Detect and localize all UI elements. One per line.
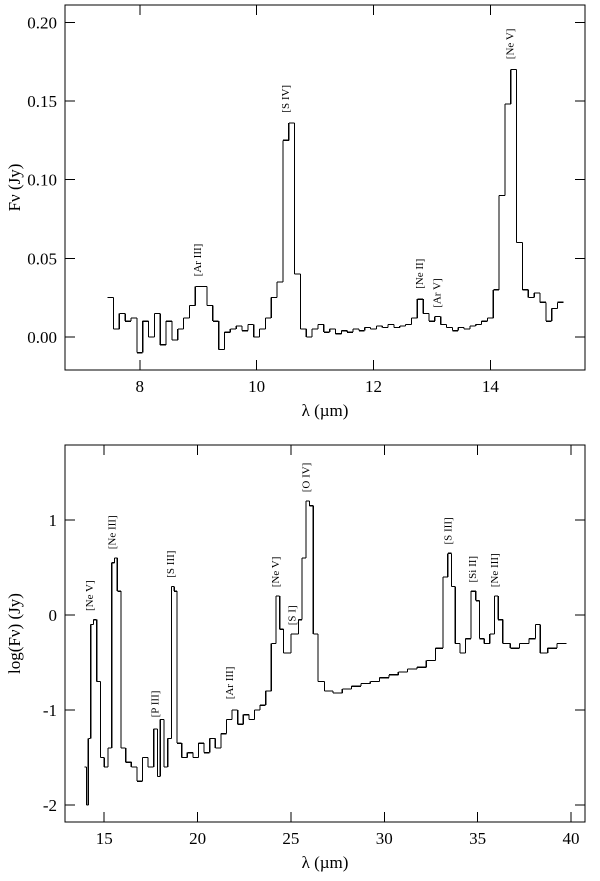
y-tick-label: -1 [43,701,57,720]
y-tick-label: 0.00 [27,328,57,347]
line-annotation: [Si II] [467,556,479,583]
line-annotation: [S III] [442,517,454,544]
line-annotation: [Ne III] [489,553,501,587]
x-tick-label: 15 [96,829,113,848]
line-annotation: [O IV] [301,463,313,493]
line-annotation: [Ar III] [192,244,204,277]
y-tick-label: 0.05 [27,249,57,268]
x-tick-label: 30 [376,829,393,848]
x-tick-label: 35 [469,829,486,848]
y-tick-label: 0.10 [27,171,57,190]
x-axis-label: λ (µm) [302,401,349,420]
x-tick-label: 40 [562,829,579,848]
x-tick-label: 25 [282,829,299,848]
x-tick-label: 14 [482,377,500,396]
x-axis-label: λ (µm) [302,853,349,872]
y-tick-label: 0.15 [27,92,57,111]
plot-frame [64,444,586,823]
line-annotation: [Ne V] [84,580,96,611]
y-tick-label: 1 [49,511,58,530]
line-annotation: [Ne III] [106,515,118,549]
x-tick-label: 20 [189,829,206,848]
line-annotation: [S IV] [280,85,292,113]
x-tick-label: 10 [248,377,265,396]
plot-frame [64,4,586,371]
line-annotation: [Ne V] [505,29,517,60]
y-tick-label: -2 [43,796,57,815]
line-annotation: [S III] [165,551,177,578]
y-tick-label: 0 [49,606,58,625]
line-annotation: [S I] [287,605,299,625]
line-annotation: [Ne II] [414,259,426,289]
y-axis-label: Fν (Jy) [5,164,24,212]
line-annotation: [Ar III] [224,667,236,700]
y-tick-label: 0.20 [27,13,57,32]
x-tick-label: 12 [365,377,382,396]
x-tick-label: 8 [136,377,145,396]
y-axis-label: log(Fν) (Jy) [5,593,24,674]
line-annotation: [Ne V] [270,557,282,588]
line-annotation: [P III] [149,691,161,718]
line-annotation: [Ar V] [432,278,444,307]
